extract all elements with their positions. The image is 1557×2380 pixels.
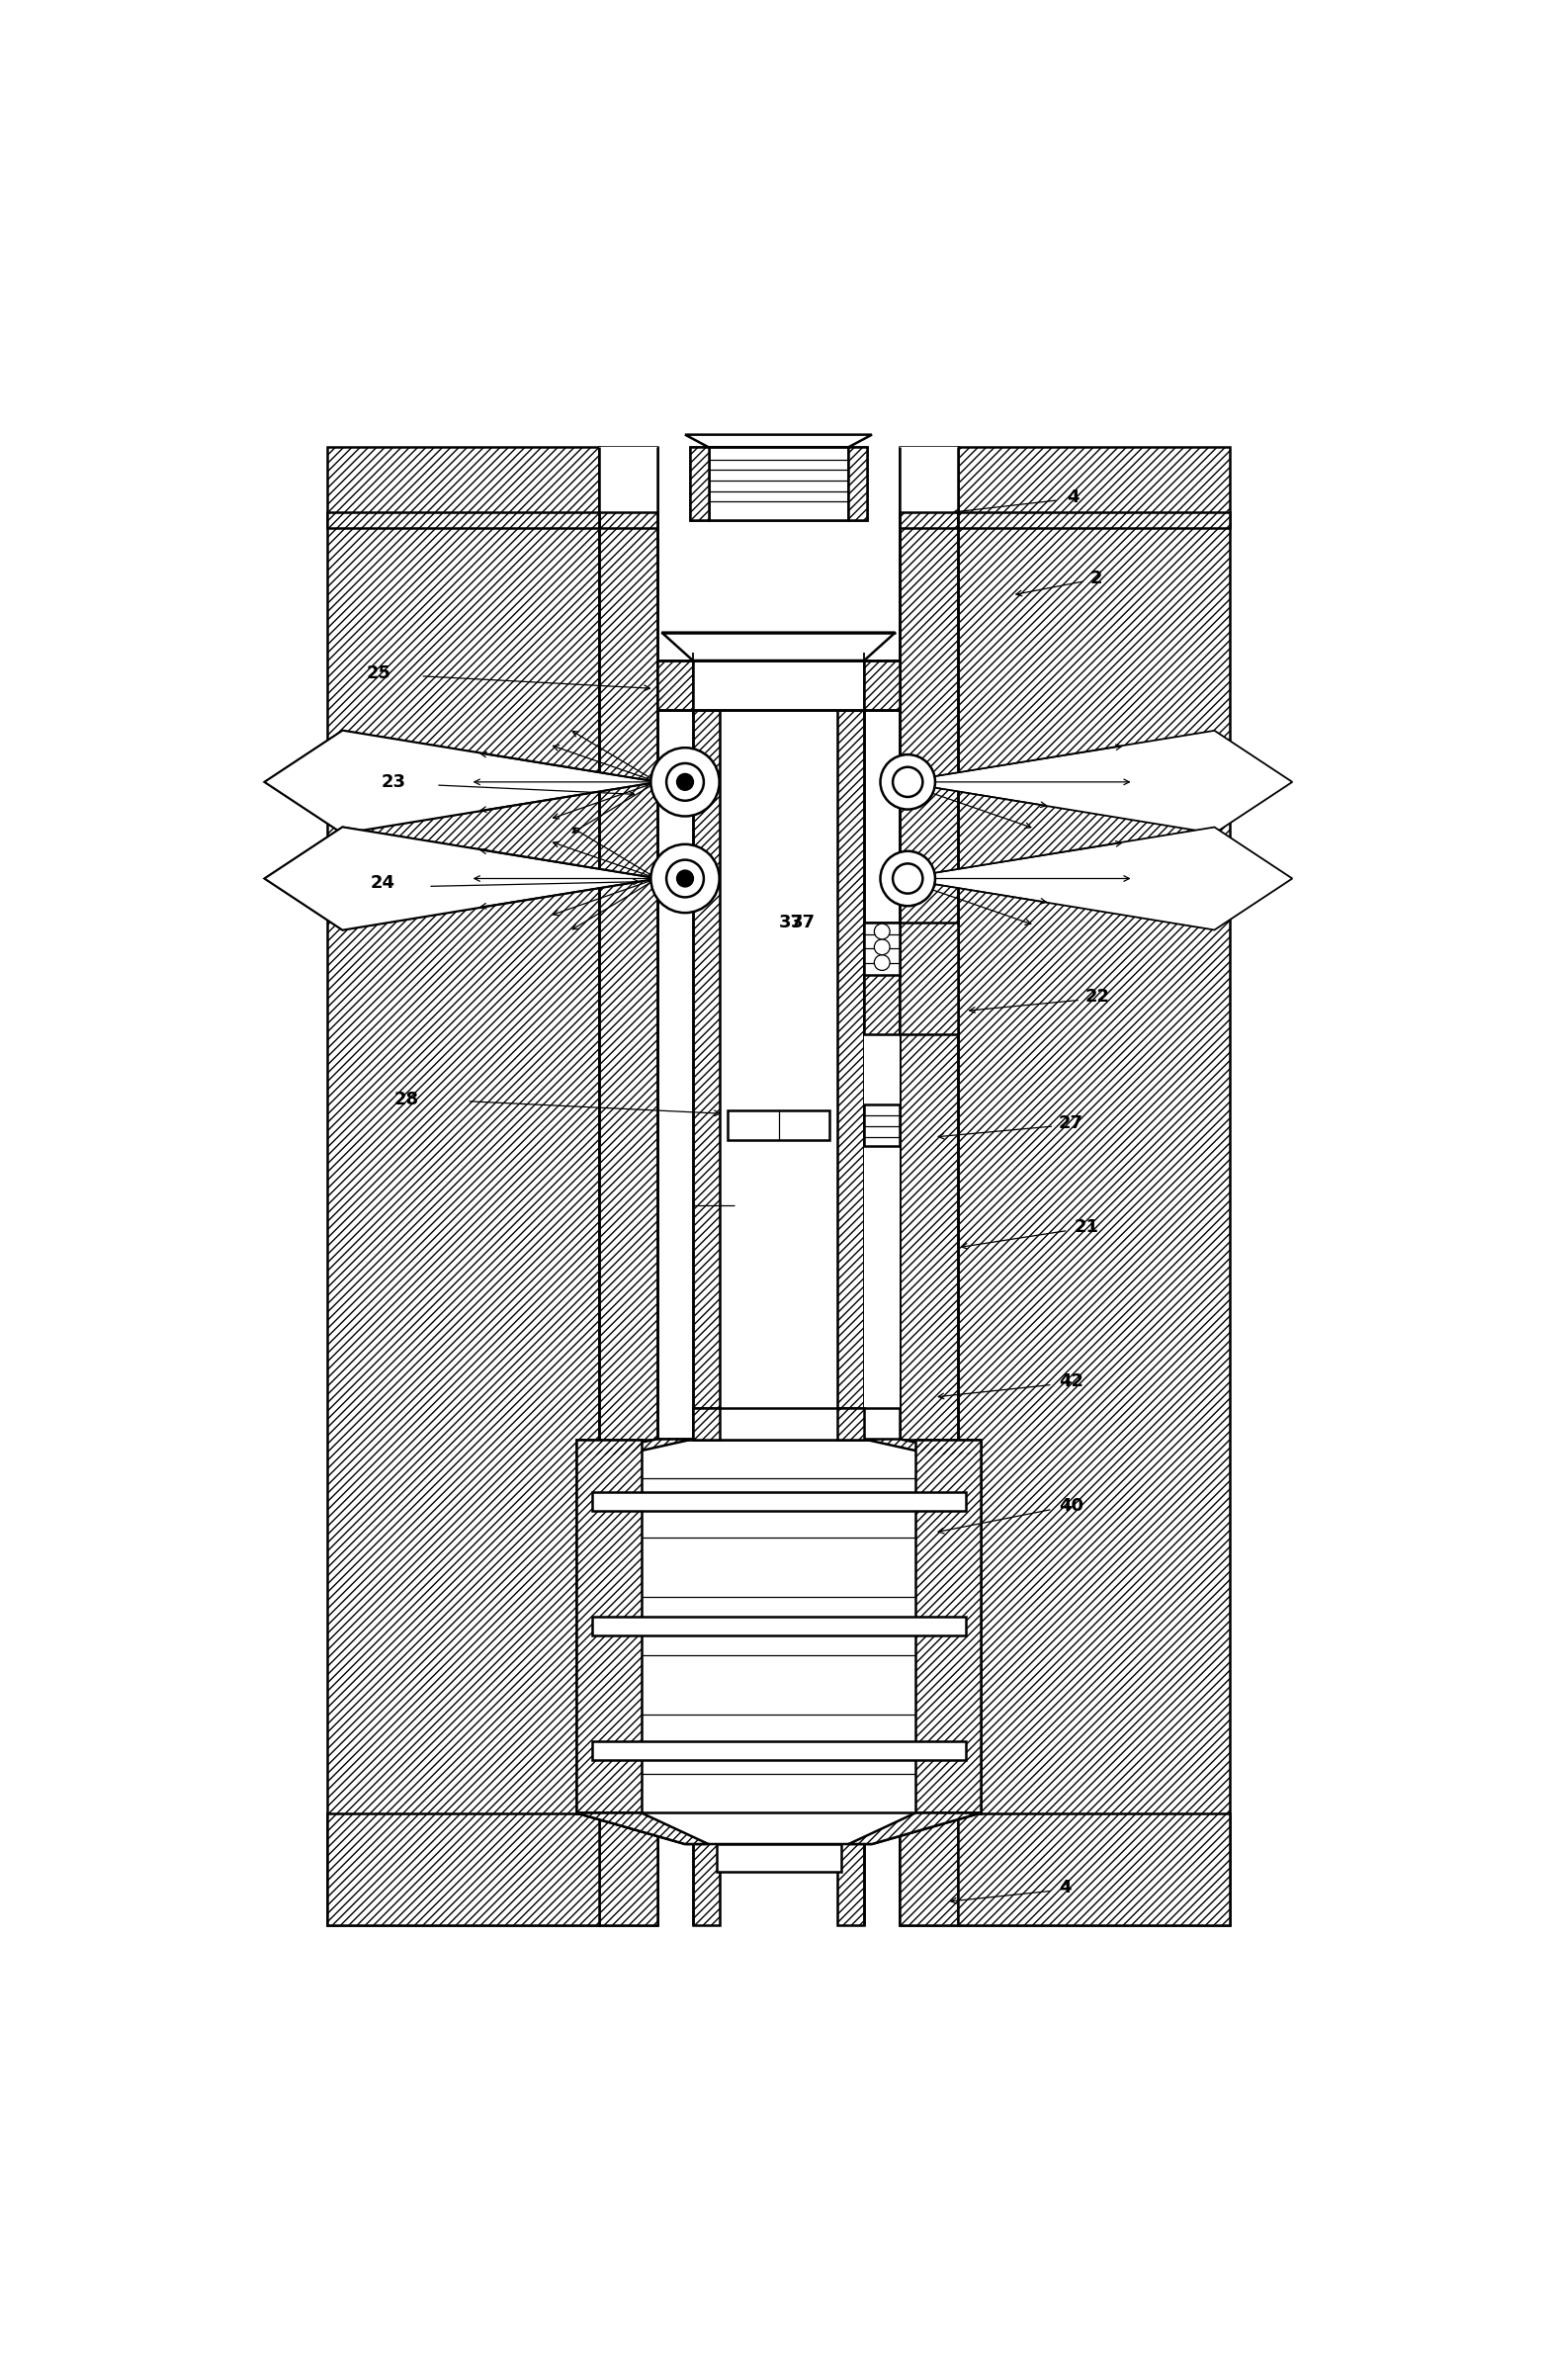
- Polygon shape: [265, 828, 657, 931]
- Polygon shape: [900, 731, 1292, 833]
- Circle shape: [875, 954, 891, 971]
- Text: 42: 42: [1059, 1373, 1084, 1390]
- Bar: [716, 1844, 841, 1873]
- Circle shape: [666, 764, 704, 800]
- Polygon shape: [916, 1440, 981, 1814]
- Circle shape: [651, 845, 719, 914]
- Text: 25: 25: [366, 664, 391, 681]
- Polygon shape: [576, 1814, 981, 1844]
- Polygon shape: [693, 1409, 719, 1440]
- Polygon shape: [693, 709, 719, 1925]
- Circle shape: [892, 864, 923, 892]
- Polygon shape: [838, 709, 864, 1925]
- Bar: [727, 1111, 830, 1140]
- Bar: [708, 447, 849, 521]
- Polygon shape: [265, 828, 657, 931]
- Text: 21: 21: [1074, 1219, 1099, 1235]
- Circle shape: [677, 774, 693, 790]
- Text: 4: 4: [1059, 1878, 1071, 1897]
- Polygon shape: [599, 512, 657, 528]
- Bar: [592, 1616, 965, 1635]
- Circle shape: [677, 871, 693, 885]
- Polygon shape: [599, 1814, 657, 1925]
- Polygon shape: [685, 436, 872, 447]
- Polygon shape: [265, 731, 657, 833]
- Polygon shape: [690, 447, 867, 521]
- Polygon shape: [864, 1440, 981, 1454]
- Bar: [599, 447, 657, 528]
- Circle shape: [880, 754, 936, 809]
- Polygon shape: [327, 447, 599, 1925]
- Text: 28: 28: [394, 1090, 419, 1109]
- Polygon shape: [576, 1440, 641, 1814]
- Polygon shape: [693, 1409, 900, 1440]
- Polygon shape: [657, 662, 900, 709]
- Polygon shape: [599, 447, 657, 1925]
- Polygon shape: [265, 731, 657, 833]
- Polygon shape: [900, 512, 958, 528]
- Polygon shape: [900, 1814, 958, 1925]
- Polygon shape: [900, 828, 1292, 931]
- Bar: [864, 1104, 900, 1147]
- Text: 22: 22: [1085, 988, 1110, 1007]
- Polygon shape: [576, 1814, 708, 1844]
- Polygon shape: [864, 921, 900, 1035]
- Bar: [864, 921, 900, 976]
- Polygon shape: [864, 662, 900, 709]
- Polygon shape: [849, 1814, 981, 1844]
- Polygon shape: [838, 1409, 864, 1440]
- Bar: [719, 709, 838, 1925]
- Polygon shape: [958, 1814, 1230, 1925]
- Circle shape: [875, 940, 891, 954]
- Text: 37: 37: [791, 914, 816, 931]
- Polygon shape: [662, 633, 895, 662]
- Bar: [576, 1440, 981, 1814]
- Polygon shape: [690, 447, 708, 521]
- Bar: [592, 1742, 965, 1759]
- Circle shape: [875, 923, 891, 940]
- Circle shape: [892, 766, 923, 797]
- Circle shape: [880, 852, 936, 907]
- Polygon shape: [958, 512, 1230, 528]
- Polygon shape: [576, 1440, 693, 1454]
- Bar: [864, 1035, 900, 1409]
- Text: 4: 4: [1067, 488, 1079, 507]
- Polygon shape: [576, 1440, 981, 1454]
- Bar: [900, 447, 958, 528]
- Text: 24: 24: [371, 873, 395, 892]
- Polygon shape: [900, 921, 958, 1035]
- Polygon shape: [327, 512, 599, 528]
- Bar: [592, 1492, 965, 1511]
- Polygon shape: [327, 1814, 599, 1925]
- Polygon shape: [265, 731, 657, 833]
- Polygon shape: [265, 828, 657, 931]
- Polygon shape: [900, 731, 1292, 833]
- Text: 37: 37: [778, 914, 803, 931]
- Polygon shape: [657, 662, 693, 709]
- Text: 27: 27: [1059, 1114, 1084, 1133]
- Polygon shape: [900, 447, 958, 1925]
- Circle shape: [651, 747, 719, 816]
- Circle shape: [666, 859, 704, 897]
- Text: 2: 2: [1090, 569, 1102, 588]
- Polygon shape: [900, 828, 1292, 931]
- Polygon shape: [958, 447, 1230, 1925]
- Text: 23: 23: [381, 774, 406, 790]
- Text: 40: 40: [1059, 1497, 1084, 1516]
- Polygon shape: [849, 447, 867, 521]
